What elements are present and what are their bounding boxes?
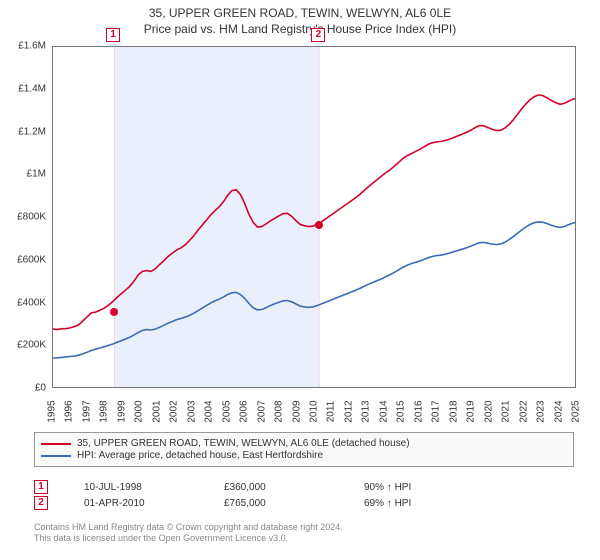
y-tick-label: £1M [0,169,46,180]
x-tick-label: 2018 [448,400,459,422]
footer-line-1: Contains HM Land Registry data © Crown c… [34,522,574,533]
x-tick-label: 1999 [116,400,127,422]
transactions-table: 1 10-JUL-1998 £360,000 90% ↑ HPI 2 01-AP… [34,478,574,512]
plot-marker-2: 2 [311,28,325,42]
footer: Contains HM Land Registry data © Crown c… [34,522,574,545]
table-row: 1 10-JUL-1998 £360,000 90% ↑ HPI [34,480,574,494]
titles: 35, UPPER GREEN ROAD, TEWIN, WELWYN, AL6… [0,0,600,36]
y-tick-label: £800K [0,212,46,223]
transaction-dot [315,221,323,229]
x-tick-label: 1995 [47,400,58,422]
x-tick-label: 1997 [81,400,92,422]
series-hpi-line [53,222,576,358]
y-tick-label: £200K [0,340,46,351]
x-tick-label: 2003 [186,400,197,422]
x-tick-label: 2024 [553,400,564,422]
x-tick-label: 2009 [291,400,302,422]
y-tick-label: £600K [0,254,46,265]
footer-line-2: This data is licensed under the Open Gov… [34,533,574,544]
y-tick-label: £0 [0,383,46,394]
x-tick-label: 2007 [256,400,267,422]
title-line-1: 35, UPPER GREEN ROAD, TEWIN, WELWYN, AL6… [0,6,600,20]
transaction-price: £360,000 [224,482,364,493]
x-tick-label: 2005 [221,400,232,422]
y-tick-label: £1.6M [0,41,46,52]
line-series [53,47,576,388]
x-tick-label: 2014 [378,400,389,422]
x-tick-label: 2013 [361,400,372,422]
legend-swatch-2 [41,455,71,457]
legend: 35, UPPER GREEN ROAD, TEWIN, WELWYN, AL6… [34,432,574,467]
x-tick-label: 2016 [413,400,424,422]
x-tick-label: 2020 [483,400,494,422]
marker-2-icon: 2 [34,496,48,510]
x-tick-label: 1998 [99,400,110,422]
transaction-date: 10-JUL-1998 [84,482,224,493]
x-tick-label: 2012 [343,400,354,422]
transaction-hpi: 90% ↑ HPI [364,482,574,493]
legend-swatch-1 [41,443,71,445]
x-tick-label: 2008 [274,400,285,422]
table-row: 2 01-APR-2010 £765,000 69% ↑ HPI [34,496,574,510]
x-tick-label: 1996 [64,400,75,422]
x-tick-label: 2011 [326,401,337,423]
y-tick-label: £400K [0,297,46,308]
x-tick-label: 2019 [466,400,477,422]
chart-container: 35, UPPER GREEN ROAD, TEWIN, WELWYN, AL6… [0,0,600,560]
title-line-2: Price paid vs. HM Land Registry's House … [0,22,600,36]
plot-area [52,46,576,388]
y-tick-label: £1.4M [0,83,46,94]
transaction-date: 01-APR-2010 [84,498,224,509]
x-tick-label: 2010 [309,400,320,422]
x-tick-label: 2023 [536,400,547,422]
plot-marker-1: 1 [106,28,120,42]
transaction-price: £765,000 [224,498,364,509]
x-tick-label: 2006 [239,400,250,422]
legend-label-1: 35, UPPER GREEN ROAD, TEWIN, WELWYN, AL6… [77,438,410,449]
y-tick-label: £1.2M [0,126,46,137]
x-tick-label: 2000 [134,400,145,422]
marker-1-icon: 1 [34,480,48,494]
transaction-dot [110,308,118,316]
x-tick-label: 2015 [396,400,407,422]
x-tick-label: 2025 [571,400,582,422]
x-tick-label: 2002 [169,400,180,422]
legend-row-2: HPI: Average price, detached house, East… [41,450,567,461]
series-property-line [53,95,576,330]
x-tick-label: 2021 [501,400,512,422]
legend-row-1: 35, UPPER GREEN ROAD, TEWIN, WELWYN, AL6… [41,438,567,449]
x-tick-label: 2017 [431,400,442,422]
legend-label-2: HPI: Average price, detached house, East… [77,450,323,461]
x-tick-label: 2022 [518,400,529,422]
x-tick-label: 2001 [151,400,162,422]
x-tick-label: 2004 [204,400,215,422]
transaction-hpi: 69% ↑ HPI [364,498,574,509]
